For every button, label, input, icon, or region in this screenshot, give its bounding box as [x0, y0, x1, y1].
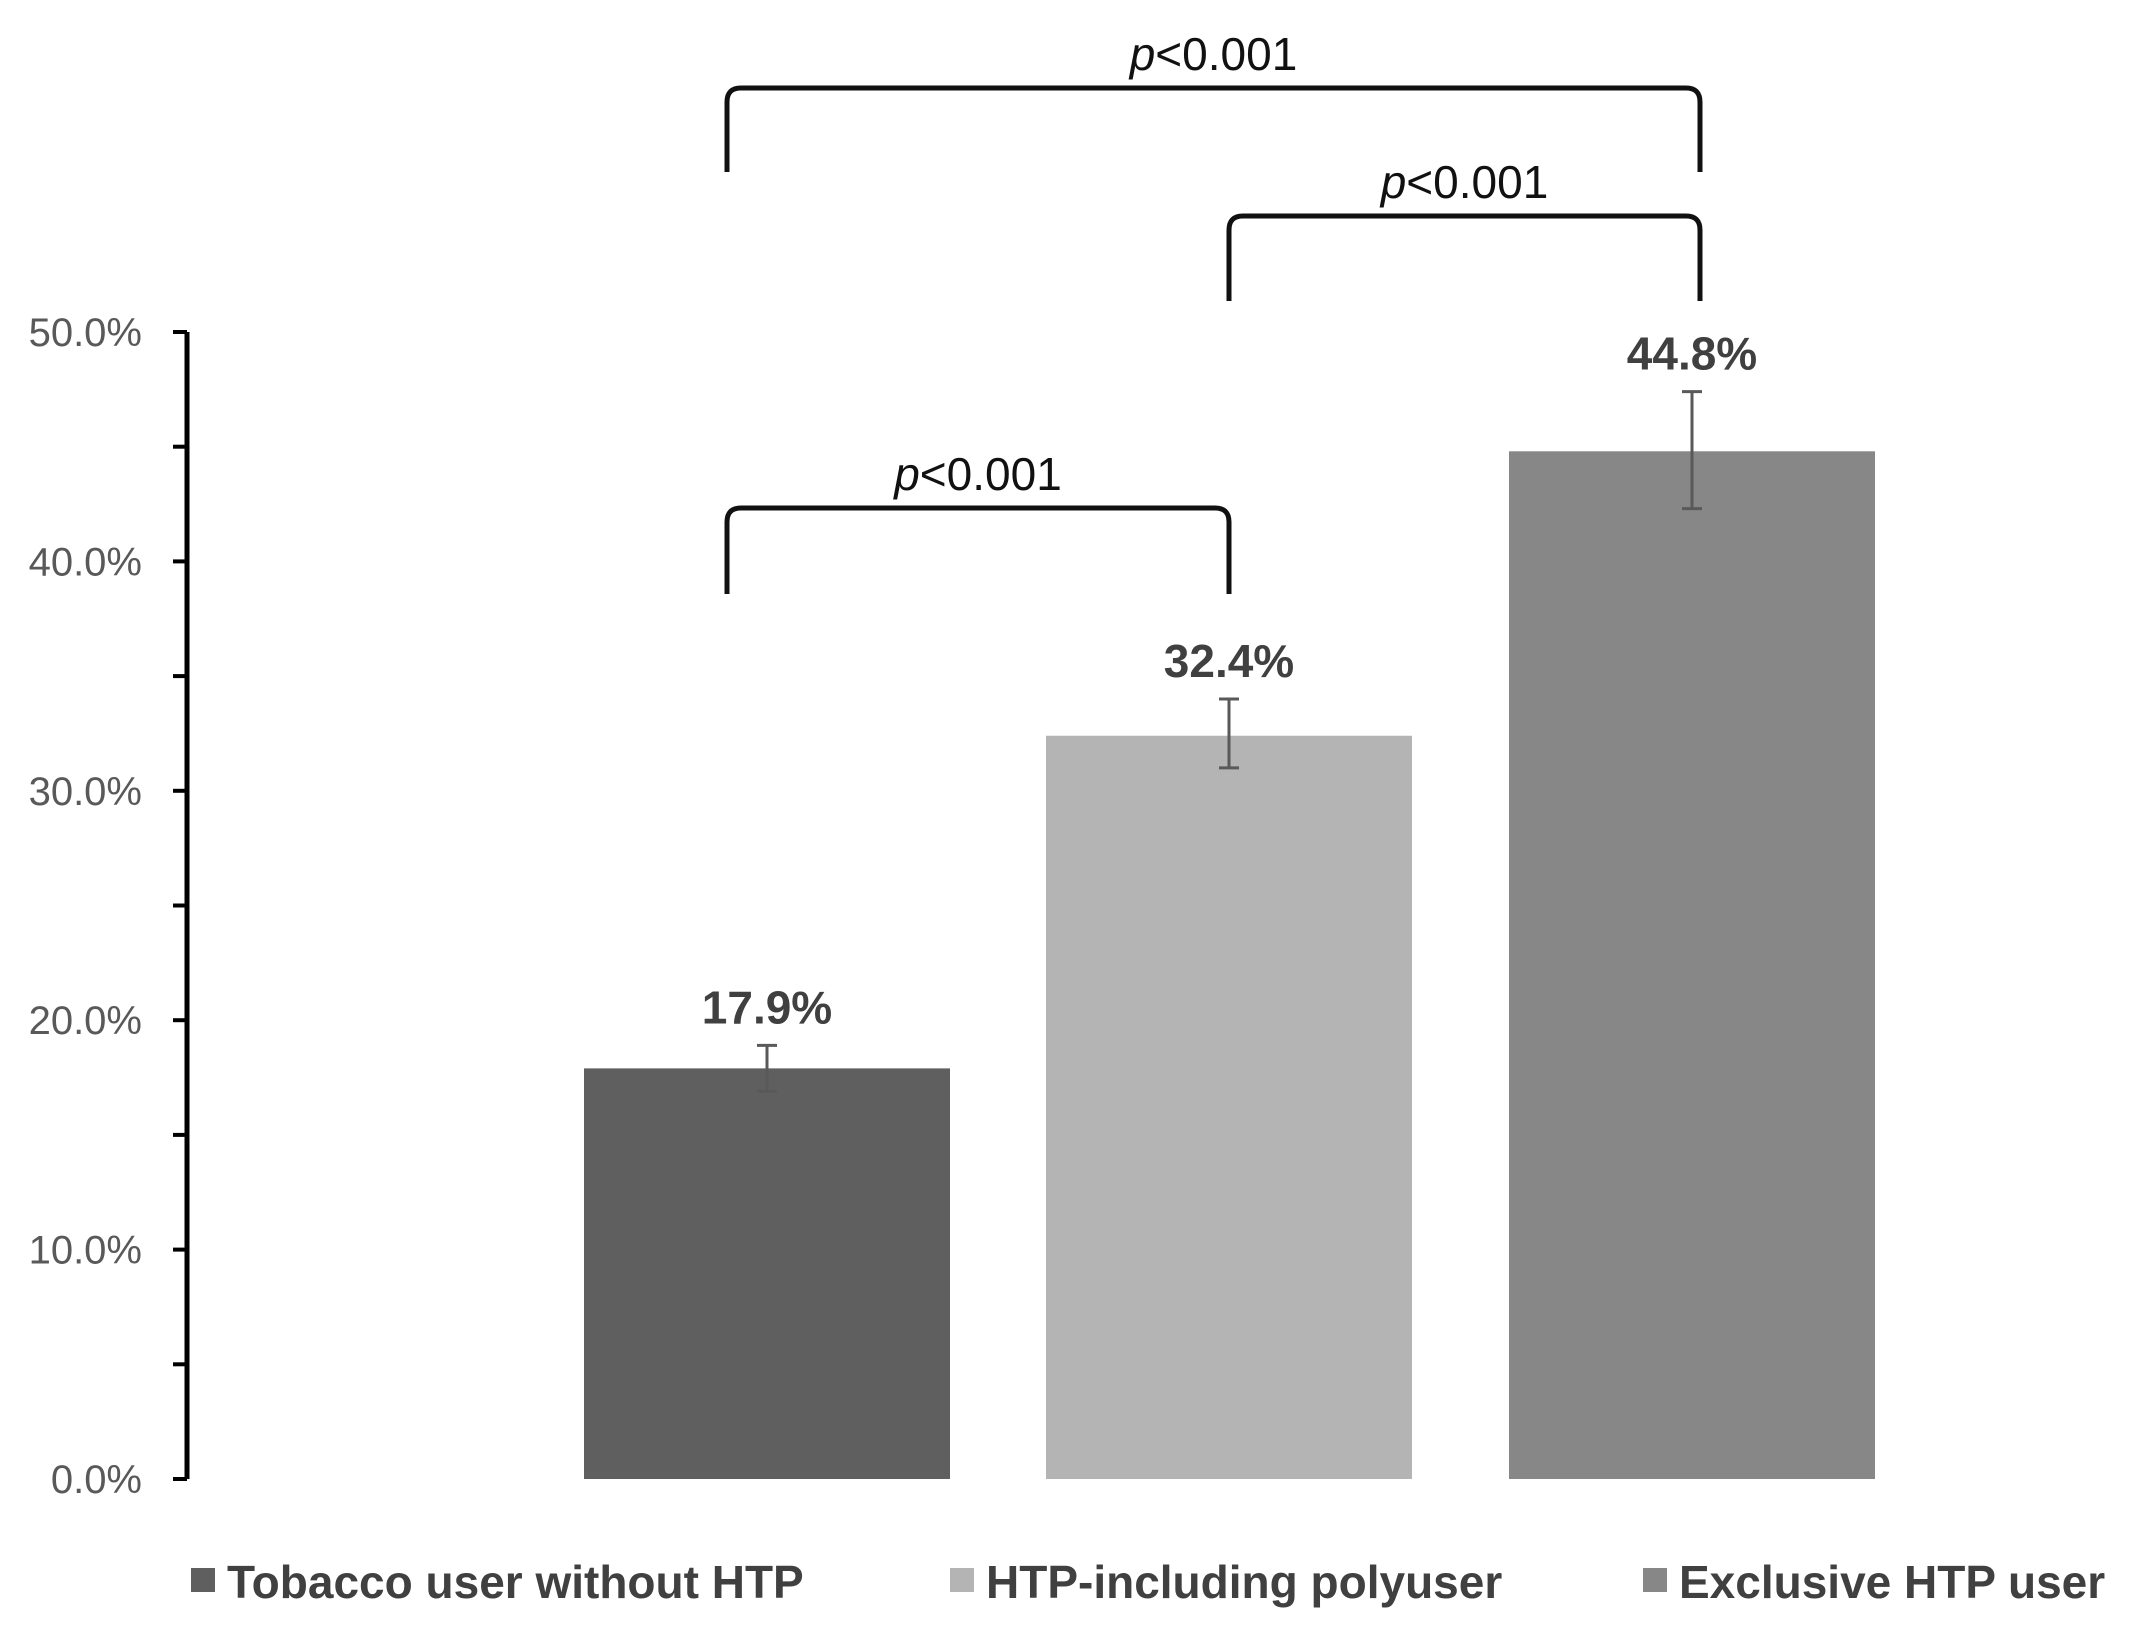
legend-swatch: [950, 1568, 974, 1592]
legend-swatch: [1643, 1568, 1667, 1592]
data-label: 32.4%: [1164, 635, 1294, 687]
data-label: 17.9%: [702, 981, 832, 1033]
significance-bracket: [724, 505, 1232, 594]
y-axis: 0.0% 10.0% 20.0% 30.0% 40.0% 50.0%: [29, 311, 190, 1502]
error-bars: [757, 390, 1702, 1093]
legend-label: HTP-including polyuser: [986, 1556, 1502, 1608]
legend: Tobacco user without HTP HTP-including po…: [191, 1556, 2105, 1608]
legend-item: HTP-including polyuser: [950, 1556, 1502, 1608]
significance-bracket: [724, 85, 1703, 172]
data-labels: 17.9% 32.4% 44.8%: [702, 328, 1757, 1034]
p-value-label: p<0.001: [1128, 28, 1298, 80]
p-value-text: <0.001: [1155, 28, 1297, 80]
y-tick-label: 10.0%: [29, 1229, 142, 1273]
legend-item: Exclusive HTP user: [1643, 1556, 2105, 1608]
p-value-prefix: p: [1128, 28, 1156, 80]
bar: [584, 1068, 950, 1479]
p-value-label: p<0.001: [892, 448, 1062, 500]
y-tick-label: 50.0%: [29, 311, 142, 355]
p-value-text: <0.001: [920, 448, 1062, 500]
y-tick-label: 30.0%: [29, 770, 142, 814]
bars: [584, 451, 1875, 1480]
error-bar: [757, 1043, 777, 1093]
p-value-label: p<0.001: [1379, 156, 1549, 208]
legend-item: Tobacco user without HTP: [191, 1556, 804, 1608]
p-value-prefix: p: [1379, 156, 1407, 208]
y-tick-label: 40.0%: [29, 540, 142, 584]
bar: [1509, 451, 1875, 1480]
p-value-prefix: p: [892, 448, 920, 500]
bar: [1046, 735, 1412, 1479]
data-label: 44.8%: [1627, 328, 1757, 380]
p-value-text: <0.001: [1406, 156, 1548, 208]
significance-bracket: [1226, 213, 1703, 301]
y-tick-label: 0.0%: [51, 1458, 142, 1502]
error-bar: [1682, 390, 1702, 511]
legend-label: Tobacco user without HTP: [227, 1556, 804, 1608]
legend-swatch: [191, 1568, 215, 1592]
error-bar: [1219, 697, 1239, 770]
y-tick-label: 20.0%: [29, 999, 142, 1043]
legend-label: Exclusive HTP user: [1679, 1556, 2105, 1608]
